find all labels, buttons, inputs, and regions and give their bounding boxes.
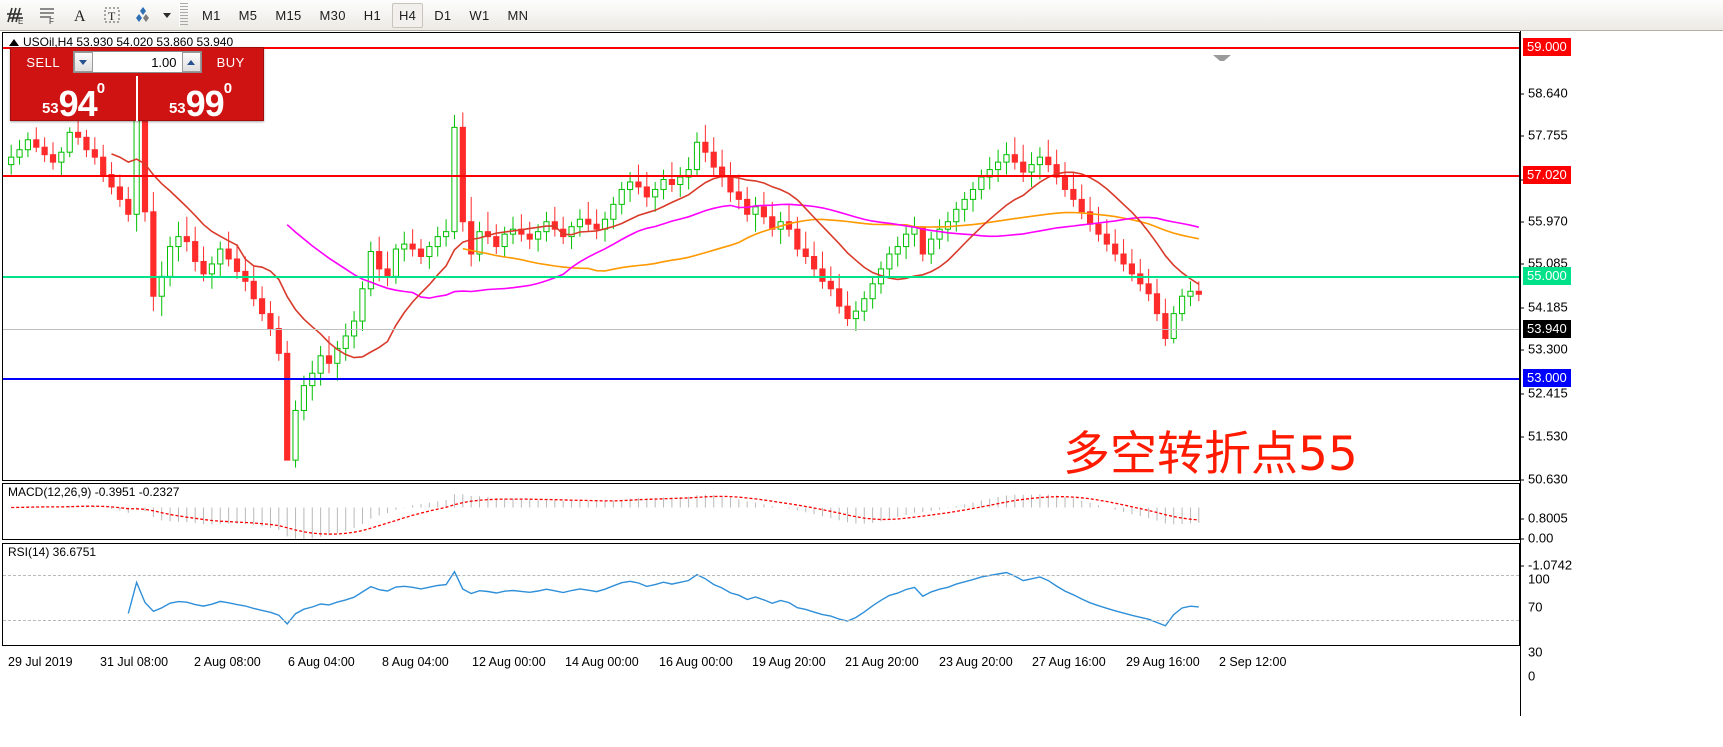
buy-button[interactable]: BUY — [216, 54, 245, 70]
time-tick: 19 Aug 20:00 — [752, 655, 826, 669]
chevron-down-icon — [79, 59, 87, 65]
trade-panel-top-row: SELL 1.00 BUY — [11, 48, 263, 76]
buy-price-integer: 53 — [168, 100, 186, 117]
time-tick: 12 Aug 00:00 — [472, 655, 546, 669]
macd-tick: 0.00 — [1519, 530, 1554, 546]
trade-panel-prices: 53 94 0 53 99 0 — [11, 76, 263, 121]
time-tick: 31 Jul 08:00 — [100, 655, 169, 669]
buy-price-main: 99 — [185, 82, 225, 124]
sell-price[interactable]: 53 94 0 — [11, 76, 136, 121]
rsi-tick: 30 — [1528, 644, 1543, 660]
chart-annotation-text: 多空转折点55 — [1063, 427, 1358, 482]
rsi-pane[interactable]: RSI(14) 36.6751 — [2, 543, 1520, 646]
price-tick: 55.085 — [1520, 255, 1568, 271]
time-tick: 21 Aug 20:00 — [845, 655, 919, 669]
price-tick: 51.530 — [1520, 428, 1568, 444]
indicators-icon[interactable]: E — [0, 1, 32, 30]
price-badge-black: 53.940 — [1523, 320, 1571, 338]
rsi-tick: 70 — [1528, 599, 1543, 615]
rsi-label: RSI(14) 36.6751 — [8, 545, 97, 559]
sell-price-fraction: 0 — [96, 80, 106, 97]
chevron-up-icon — [187, 59, 195, 65]
sell-price-integer: 53 — [41, 100, 59, 117]
time-tick: 2 Aug 08:00 — [194, 655, 261, 669]
time-tick: 29 Jul 2019 — [8, 655, 73, 669]
volume-decrease-button[interactable] — [73, 52, 93, 72]
chart-shift-marker-icon[interactable] — [1213, 55, 1231, 63]
toolbar-separator — [179, 3, 188, 27]
symbol-quote-label: USOil,H4 53.930 54.020 53.860 53.940 — [23, 35, 234, 49]
rsi-band-30 — [3, 620, 1519, 621]
price-tick: 55.970 — [1520, 213, 1568, 229]
time-tick: 29 Aug 16:00 — [1126, 655, 1200, 669]
timeframe-h4[interactable]: H4 — [391, 2, 424, 28]
price-badge-blue: 53.000 — [1523, 369, 1571, 387]
sell-button[interactable]: SELL — [26, 54, 61, 70]
sell-price-main: 94 — [58, 82, 98, 124]
price-tick: 53.300 — [1520, 341, 1568, 357]
axis-divider — [1520, 31, 1521, 716]
time-tick: 2 Sep 12:00 — [1219, 655, 1287, 669]
timeframe-w1[interactable]: W1 — [469, 7, 490, 23]
price-tick: 57.755 — [1520, 127, 1568, 143]
time-tick: 6 Aug 04:00 — [288, 655, 355, 669]
svg-text:F: F — [49, 17, 54, 25]
volume-increase-button[interactable] — [181, 52, 201, 72]
time-tick: 14 Aug 00:00 — [565, 655, 639, 669]
level-line-57020 — [3, 175, 1519, 177]
grid-template-icon[interactable]: F — [32, 1, 64, 30]
rsi-tick: 100 — [1528, 571, 1550, 587]
price-tick: 52.415 — [1520, 385, 1568, 401]
price-badge-red: 59.000 — [1523, 38, 1571, 56]
svg-text:E: E — [18, 17, 23, 25]
level-line-last-price — [3, 329, 1519, 330]
chart-area: USOil,H4 53.930 54.020 53.860 53.940 多空转… — [0, 31, 1723, 716]
svg-text:A: A — [74, 8, 86, 25]
rsi-tick: 0 — [1528, 668, 1536, 684]
symbol-expand-icon[interactable] — [9, 39, 19, 46]
status-bar — [0, 716, 1723, 747]
macd-series — [3, 484, 1519, 539]
chart-toolbar: E F A T — [0, 0, 1723, 31]
timeframe-m1[interactable]: M1 — [202, 7, 221, 23]
volume-input-group[interactable]: 1.00 — [72, 51, 202, 73]
timeframe-m15[interactable]: M15 — [275, 7, 302, 23]
price-badge-green: 55.000 — [1523, 267, 1571, 285]
timeframe-m30[interactable]: M30 — [319, 7, 346, 23]
price-tick: 50.630 — [1520, 471, 1568, 487]
level-line-53000 — [3, 378, 1519, 380]
macd-pane[interactable]: MACD(12,26,9) -0.3951 -0.2327 — [2, 483, 1520, 540]
time-tick: 8 Aug 04:00 — [382, 655, 449, 669]
price-series — [3, 33, 1519, 480]
objects-icon[interactable] — [128, 1, 160, 30]
price-badge-red: 57.020 — [1523, 166, 1571, 184]
timeframe-m5[interactable]: M5 — [238, 7, 258, 23]
time-axis[interactable]: 29 Jul 2019 31 Jul 08:00 2 Aug 08:00 6 Aug … — [2, 649, 1520, 689]
macd-tick: 0.8005 — [1520, 510, 1568, 526]
macd-label: MACD(12,26,9) -0.3951 -0.2327 — [8, 485, 180, 499]
buy-price-fraction: 0 — [223, 80, 233, 97]
objects-dropdown-caret-icon[interactable] — [160, 1, 174, 30]
volume-input[interactable]: 1.00 — [151, 54, 177, 70]
price-tick: 54.185 — [1520, 299, 1568, 315]
buy-price[interactable]: 53 99 0 — [136, 76, 263, 121]
timeframe-h1[interactable]: H1 — [363, 7, 381, 23]
price-axis[interactable]: 58.64057.75556.85555.97055.08554.18553.3… — [1519, 31, 1723, 716]
one-click-trading-panel[interactable]: SELL 1.00 BUY 53 94 0 53 99 0 — [10, 47, 264, 121]
text-tool-icon[interactable]: A — [64, 1, 96, 30]
timeframe-mn[interactable]: MN — [507, 7, 529, 23]
time-tick: 16 Aug 00:00 — [659, 655, 733, 669]
level-line-59 — [3, 47, 1519, 49]
text-label-icon[interactable]: T — [96, 1, 128, 30]
time-tick: 27 Aug 16:00 — [1032, 655, 1106, 669]
price-tick: 58.640 — [1520, 85, 1568, 101]
rsi-band-70 — [3, 575, 1519, 576]
macd-tick: -1.0742 — [1519, 557, 1573, 573]
level-line-55000 — [3, 276, 1519, 278]
timeframe-d1[interactable]: D1 — [434, 7, 452, 23]
time-tick: 23 Aug 20:00 — [939, 655, 1013, 669]
rsi-series — [3, 544, 1519, 645]
svg-text:T: T — [108, 9, 116, 23]
